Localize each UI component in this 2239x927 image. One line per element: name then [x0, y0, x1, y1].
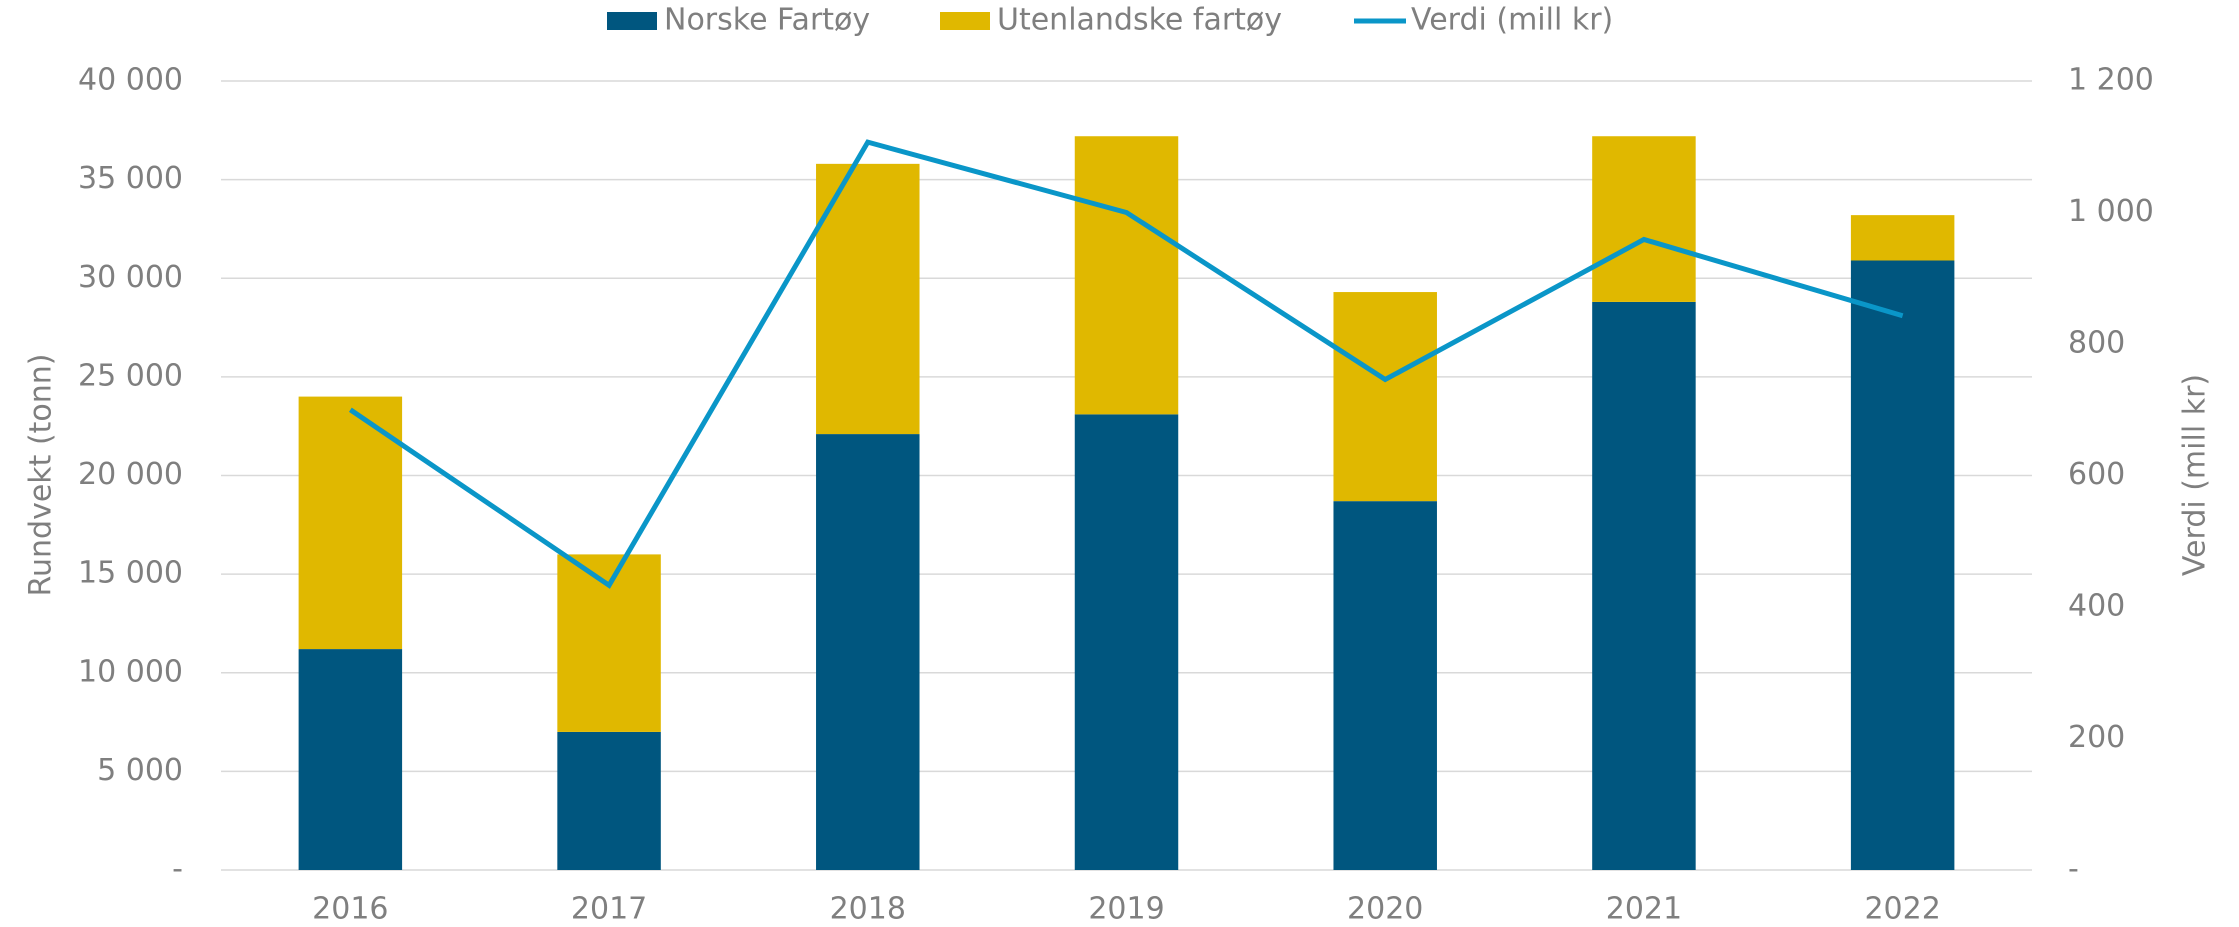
tick-label: 15 000 — [78, 556, 183, 591]
y-axis-title: Rundvekt (tonn) — [24, 353, 59, 596]
legend-label: Verdi (mill kr) — [1411, 3, 1613, 38]
x-tick-label: 2017 — [571, 892, 647, 927]
bar-segment — [1850, 215, 1955, 261]
tick-label: 1 200 — [2068, 63, 2154, 98]
x-tick-label: 2021 — [1606, 892, 1682, 927]
tick-label: - — [2068, 852, 2079, 887]
bar-segment — [1333, 501, 1437, 870]
bar-segment — [557, 731, 661, 870]
bar-segment — [1074, 136, 1179, 415]
legend-swatch — [940, 12, 990, 30]
tick-label: 5 000 — [97, 753, 183, 788]
tick-label: 25 000 — [78, 358, 183, 393]
tick-label: 200 — [2068, 720, 2125, 755]
bar-segment — [1333, 292, 1437, 502]
line — [348, 139, 1904, 589]
bar-segment — [1592, 301, 1696, 870]
bar-segment — [816, 434, 920, 870]
y2-axis-title: Verdi (mill kr) — [2178, 374, 2213, 576]
tick-label: 40 000 — [78, 63, 183, 98]
tick-label: 1 000 — [2068, 194, 2154, 229]
legend-swatch — [607, 12, 657, 30]
x-tick-label: 2019 — [1088, 892, 1164, 927]
tick-label: 10 000 — [78, 654, 183, 689]
tick-label: 600 — [2068, 457, 2125, 492]
tick-label: 20 000 — [78, 457, 183, 492]
tick-label: 800 — [2068, 326, 2125, 361]
x-tick-label: 2016 — [312, 892, 388, 927]
legend-label: Norske Fartøy — [664, 3, 870, 38]
bar-segment — [816, 163, 920, 435]
x-tick-label: 2022 — [1864, 892, 1940, 927]
tick-label: 30 000 — [78, 260, 183, 295]
bar-segment — [298, 396, 403, 650]
bar-segment — [1850, 260, 1955, 870]
tick-label: 35 000 — [78, 161, 183, 196]
tick-label: 400 — [2068, 589, 2125, 624]
bar-segment — [1592, 136, 1696, 302]
bar-segment — [1074, 414, 1179, 870]
bar-segment — [298, 649, 403, 870]
legend-label: Utenlandske fartøy — [997, 3, 1282, 38]
x-tick-label: 2020 — [1347, 892, 1423, 927]
x-tick-label: 2018 — [830, 892, 906, 927]
tick-label: - — [172, 852, 183, 887]
